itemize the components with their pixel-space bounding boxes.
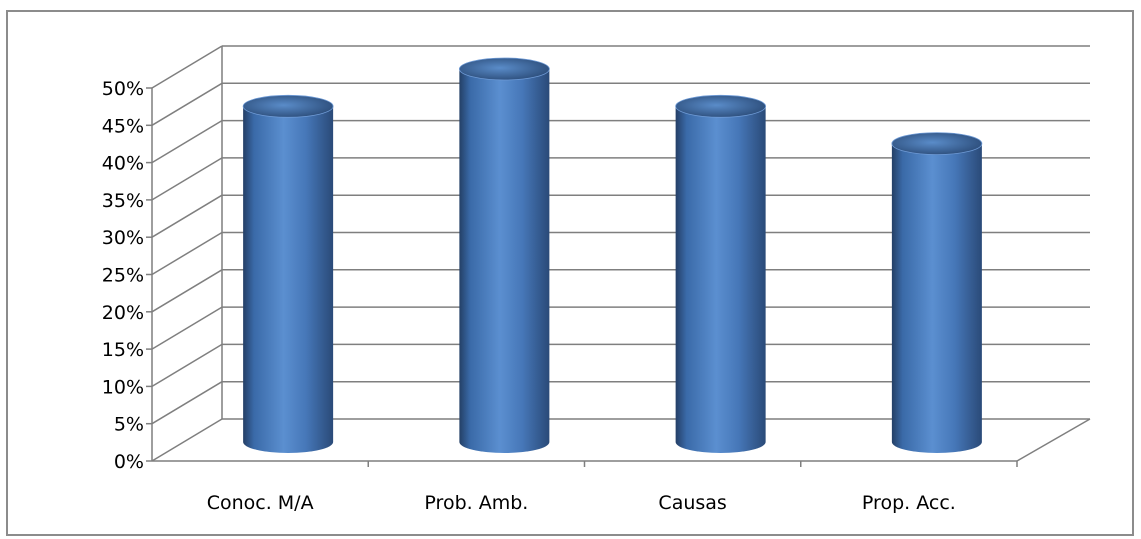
gridline-side [151, 343, 223, 388]
floor-edge [1016, 418, 1091, 462]
bar-body [675, 106, 766, 454]
ytick-label: 25% [102, 265, 144, 287]
gridline-side [151, 119, 223, 164]
gridline-side [151, 45, 223, 89]
gridline-side [151, 418, 223, 462]
ytick-label: 20% [102, 302, 144, 324]
xcat-label: Prob. Amb. [424, 492, 528, 514]
gridline-side [151, 194, 223, 238]
ytick-label: 45% [102, 115, 144, 137]
bar-top [675, 94, 767, 118]
bar-body [891, 143, 982, 454]
ytick-label: 40% [102, 153, 144, 175]
ytick-label: 10% [102, 376, 144, 398]
xcat-label: Prop. Acc. [862, 492, 956, 514]
bar-2 [458, 57, 550, 454]
gridline-side [151, 381, 223, 425]
ytick-label: 50% [102, 78, 144, 100]
xcat-label: Causas [658, 492, 726, 514]
bar-top [242, 94, 334, 118]
ytick-label: 0% [114, 451, 144, 473]
gridline-side [151, 306, 223, 350]
gridline-side [151, 82, 223, 126]
ytick-label: 5% [114, 414, 144, 436]
ytick-label: 30% [102, 227, 144, 249]
bar-top [891, 132, 983, 156]
gridline-side [151, 157, 223, 201]
ytick-label: 35% [102, 190, 144, 212]
bar-body [459, 69, 550, 454]
ytick-label: 15% [102, 339, 144, 361]
bar-body [243, 106, 334, 454]
bar-top [458, 57, 550, 81]
gridline-side [151, 231, 223, 276]
xcat-label: Conoc. M/A [207, 492, 314, 514]
gridline-side [151, 269, 223, 313]
bar-1 [242, 94, 334, 454]
bar-4 [891, 132, 983, 454]
bar-3 [675, 94, 767, 454]
